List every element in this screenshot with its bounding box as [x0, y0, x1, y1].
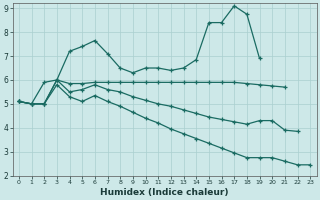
X-axis label: Humidex (Indice chaleur): Humidex (Indice chaleur) [100, 188, 229, 197]
